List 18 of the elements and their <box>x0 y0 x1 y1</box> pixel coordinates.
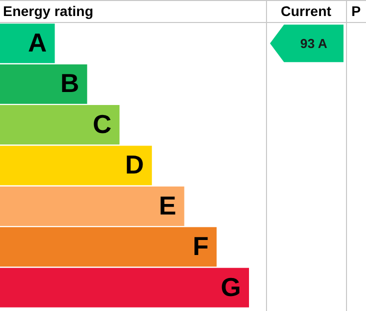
bar <box>0 146 152 186</box>
y-tick-label: G <box>220 272 241 302</box>
y-tick-label: A <box>28 28 47 58</box>
text: Current <box>280 2 332 19</box>
text: P <box>351 2 361 19</box>
y-tick-label: F <box>192 231 209 262</box>
y-tick-label: B <box>60 68 80 98</box>
bar <box>0 64 88 104</box>
y-tick-label: E <box>158 190 176 220</box>
y-tick-label: D <box>125 150 144 180</box>
text: 93 A <box>300 36 328 51</box>
bar <box>0 186 184 226</box>
chart-title: Energy rating <box>3 2 94 19</box>
bar <box>0 268 249 308</box>
y-tick-label: C <box>92 108 112 139</box>
bar <box>0 227 217 267</box>
bar <box>0 24 55 64</box>
bar <box>0 105 120 145</box>
